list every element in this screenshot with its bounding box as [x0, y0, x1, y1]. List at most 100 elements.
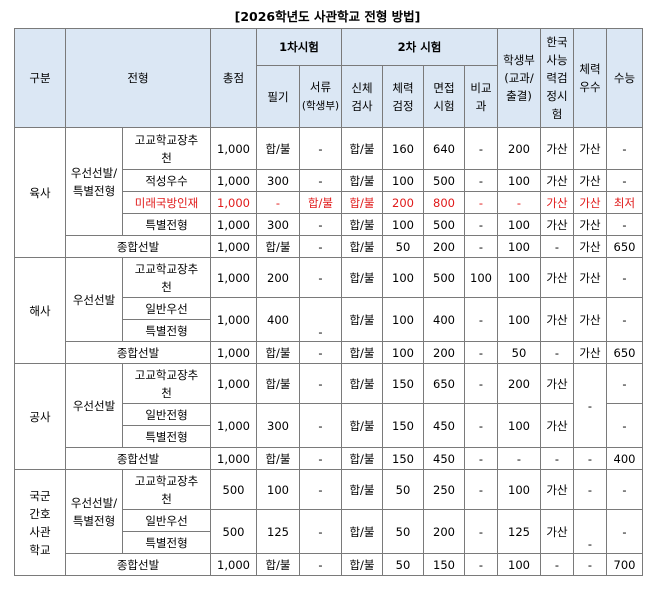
cell-fit: 150 [382, 403, 424, 448]
cell-written: 200 [256, 257, 300, 298]
cell-total: 1,000 [210, 169, 257, 192]
header-gubun: 구분 [14, 28, 66, 128]
cell-history: 가산 [540, 213, 574, 236]
type-cell: 일반전형 [122, 403, 211, 426]
header-first-exam: 1차시험 [256, 28, 342, 66]
cell-history: - [540, 341, 574, 364]
cell-csat: - [606, 403, 643, 448]
header-fitness-excel: 체력 우수 [573, 28, 607, 128]
cell-fit: 50 [382, 469, 424, 510]
cell-phys: 합/불 [341, 363, 383, 404]
group-army-priority: 우선선발/특별전형 [65, 127, 123, 236]
cell-nonsub: - [464, 509, 498, 554]
cell-written: 합/불 [256, 235, 300, 258]
cell-phys: 합/불 [341, 235, 383, 258]
cell-fit: 100 [382, 213, 424, 236]
cell-phys: 합/불 [341, 509, 383, 554]
cell-interview: 200 [423, 235, 465, 258]
cell-csat: 650 [606, 235, 643, 258]
cell-fit: 160 [382, 127, 424, 170]
table-row: 일반전형 1,000 300 - 합/불 150 450 - 100 가산 - [15, 403, 643, 448]
cell-fit: 100 [382, 341, 424, 364]
type-cell: 특별전형 [122, 213, 211, 236]
cell-nonsub: - [464, 213, 498, 236]
table-row: 일반우선 1,000 400 - 합/불 100 400 - 100 가산 가산… [15, 297, 643, 342]
cell-interview: 450 [423, 447, 465, 470]
cell-doc: - [299, 509, 342, 554]
cell-total: 1,000 [210, 553, 257, 576]
cell-history: 가산 [540, 127, 574, 170]
group-nurse-priority: 우선선발/특별전형 [65, 469, 123, 554]
cell-fitex: - [573, 447, 607, 470]
cell-interview: 500 [423, 213, 465, 236]
cell-phys: 합/불 [341, 127, 383, 170]
cell-history: 가산 [540, 191, 574, 214]
type-cell: 일반우선 [122, 297, 211, 320]
type-cell: 종합선발 [65, 553, 211, 576]
cell-history: - [540, 447, 574, 470]
cell-total: 1,000 [210, 235, 257, 258]
cell-fit: 100 [382, 257, 424, 298]
cell-record: 125 [497, 509, 541, 554]
cell-fitex: 가산 [573, 297, 607, 342]
cell-doc: 합/불 [299, 191, 342, 214]
cell-fitex: 가산 [573, 341, 607, 364]
cell-doc: - [299, 403, 342, 448]
cell-fit: 50 [382, 235, 424, 258]
cell-fitex: 가산 [573, 169, 607, 192]
cell-history: 가산 [540, 509, 574, 554]
cell-fit: 100 [382, 169, 424, 192]
header-second-exam: 2차 시험 [341, 28, 498, 66]
cell-nonsub: - [464, 235, 498, 258]
type-cell: 종합선발 [65, 235, 211, 258]
cell-doc: - [299, 257, 342, 298]
cell-phys: 합/불 [341, 191, 383, 214]
cell-phys: 합/불 [341, 213, 383, 236]
cell-csat: 700 [606, 553, 643, 576]
cell-history: 가산 [540, 363, 574, 404]
school-nursing: 국군 간호 사관 학교 [14, 469, 66, 576]
cell-csat: - [606, 363, 643, 404]
table-row: 종합선발 1,000 합/불 - 합/불 100 200 - 50 - 가산 6… [15, 341, 643, 364]
cell-interview: 500 [423, 169, 465, 192]
cell-csat: 650 [606, 341, 643, 364]
cell-fitex: - [573, 509, 607, 554]
cell-nonsub: - [464, 469, 498, 510]
cell-written: - [256, 191, 300, 214]
cell-interview: 800 [423, 191, 465, 214]
cell-csat: - [606, 169, 643, 192]
cell-fitex: 가산 [573, 257, 607, 298]
cell-interview: 250 [423, 469, 465, 510]
school-army: 육사 [14, 127, 66, 258]
header-total: 총점 [210, 28, 257, 128]
cell-nonsub: - [464, 553, 498, 576]
cell-fitex: - [573, 553, 607, 576]
cell-written: 400 [256, 297, 300, 342]
cell-written: 합/불 [256, 127, 300, 170]
cell-nonsub: - [464, 297, 498, 342]
cell-interview: 450 [423, 403, 465, 448]
cell-phys: 합/불 [341, 553, 383, 576]
cell-phys: 합/불 [341, 447, 383, 470]
header-interview: 면접 시험 [423, 65, 465, 128]
cell-written: 100 [256, 469, 300, 510]
cell-phys: 합/불 [341, 403, 383, 448]
table-row: 특별전형 1,000 300 - 합/불 100 500 - 100 가산 가산… [15, 213, 643, 236]
cell-doc: - [299, 341, 342, 364]
cell-record: 100 [497, 297, 541, 342]
group-air-priority: 우선선발 [65, 363, 123, 448]
header-documents: 서류 (학생부) [299, 65, 342, 128]
cell-written: 300 [256, 403, 300, 448]
cell-total: 1,000 [210, 403, 257, 448]
cell-interview: 200 [423, 509, 465, 554]
header-nonsubject: 비교 과 [464, 65, 498, 128]
type-cell: 특별전형 [122, 319, 211, 342]
cell-record: 100 [497, 213, 541, 236]
cell-record: 200 [497, 363, 541, 404]
cell-csat: - [606, 257, 643, 298]
cell-written: 125 [256, 509, 300, 554]
cell-nonsub: - [464, 403, 498, 448]
type-cell: 특별전형 [122, 425, 211, 448]
cell-written: 합/불 [256, 553, 300, 576]
cell-phys: 합/불 [341, 257, 383, 298]
